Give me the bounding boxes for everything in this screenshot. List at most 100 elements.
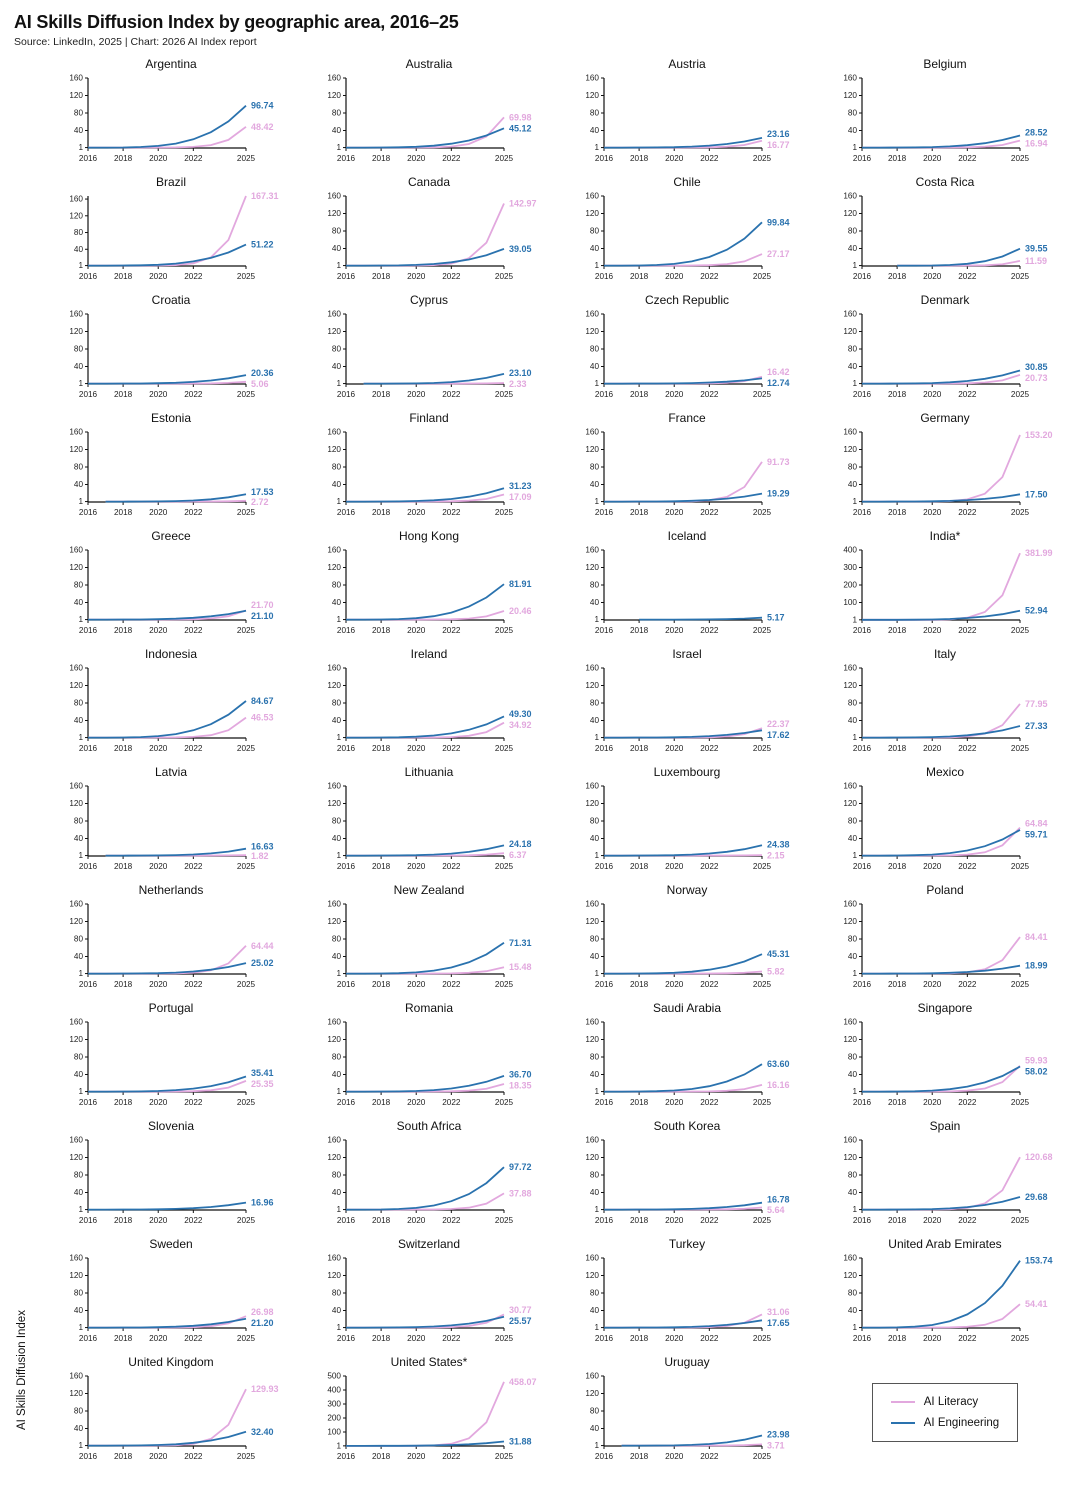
svg-text:40: 40 (848, 1188, 858, 1197)
svg-text:2020: 2020 (665, 272, 684, 281)
svg-text:2016: 2016 (853, 744, 872, 753)
panel-australia: Australia 1 40 80 120 160 2016 2018 2020 2022 202… (302, 56, 556, 172)
panel-title: Indonesia (144, 647, 198, 661)
panel-title: Greece (151, 529, 191, 543)
panel-title: Australia (405, 57, 453, 71)
svg-text:1: 1 (78, 1441, 83, 1450)
svg-text:2025: 2025 (753, 154, 772, 163)
svg-text:1: 1 (336, 615, 341, 624)
svg-text:160: 160 (843, 74, 857, 83)
svg-text:160: 160 (585, 900, 599, 909)
svg-text:2020: 2020 (923, 154, 942, 163)
svg-text:80: 80 (590, 935, 600, 944)
y-axis-ticks: 1 40 80 120 160 (69, 900, 88, 978)
axes (861, 1140, 1020, 1211)
engineering-line (346, 1075, 505, 1093)
chart-area: AI Skills Diffusion Index Argentina 1 40 8… (14, 56, 1072, 1470)
svg-text:40: 40 (848, 1306, 858, 1315)
engineering-value-label: 97.72 (509, 1162, 532, 1172)
x-axis-ticks: 2016 2018 2020 2022 2025 (79, 620, 256, 635)
svg-text:2022: 2022 (442, 508, 461, 517)
literacy-value-label: 381.99 (1025, 548, 1053, 558)
svg-text:2025: 2025 (495, 272, 514, 281)
svg-text:2025: 2025 (237, 508, 256, 517)
axes (87, 1022, 246, 1093)
literacy-line (862, 1156, 1021, 1211)
panel-south-korea: South Korea 1 40 80 120 160 2016 2018 2020 2022 2… (560, 1118, 814, 1234)
literacy-value-label: 129.93 (251, 1384, 279, 1394)
legend-item-literacy: AI Literacy (890, 1396, 999, 1408)
svg-text:2025: 2025 (1011, 980, 1030, 989)
panel-title: Chile (673, 175, 701, 189)
x-axis-ticks: 2016 2018 2020 2022 2025 (337, 620, 514, 635)
svg-text:2018: 2018 (372, 1098, 391, 1107)
engineering-line (346, 942, 505, 975)
svg-text:2022: 2022 (700, 626, 719, 635)
panel-south-africa: South Africa 1 40 80 120 160 2016 2018 2020 2022… (302, 1118, 556, 1234)
x-axis-ticks: 2016 2018 2020 2022 2025 (595, 856, 772, 871)
engineering-value-label: 58.02 (1025, 1067, 1048, 1077)
axes (345, 1140, 504, 1211)
literacy-value-label: 5.06 (251, 379, 269, 389)
x-axis-ticks: 2016 2018 2020 2022 2025 (595, 266, 772, 281)
literacy-value-label: 153.20 (1025, 430, 1053, 440)
svg-text:1: 1 (78, 261, 83, 270)
axes (861, 196, 1020, 267)
svg-text:2016: 2016 (595, 508, 614, 517)
x-axis-ticks: 2016 2018 2020 2022 2025 (337, 1446, 514, 1461)
svg-text:120: 120 (69, 1271, 83, 1280)
svg-text:1: 1 (336, 379, 341, 388)
svg-text:160: 160 (843, 1254, 857, 1263)
panel-new-zealand: New Zealand 1 40 80 120 160 2016 2018 2020 2022 2… (302, 882, 556, 998)
panel-plot: 1 40 80 120 160 2016 2018 2020 2022 2025 31.0617.6… (585, 1254, 789, 1343)
svg-text:2018: 2018 (888, 154, 907, 163)
svg-text:160: 160 (843, 192, 857, 201)
svg-text:1: 1 (852, 143, 857, 152)
svg-text:2020: 2020 (665, 1452, 684, 1461)
literacy-line (604, 461, 763, 503)
y-axis-ticks: 1 40 80 120 160 (327, 192, 346, 270)
panel-plot: 1 40 80 120 160 2016 2018 2020 2022 2025 21.7021.1… (69, 546, 274, 635)
panel-germany: Germany 1 40 80 120 160 2016 2018 2020 2022 2025 1… (818, 410, 1072, 526)
x-axis-ticks: 2016 2018 2020 2022 2025 (853, 148, 1030, 163)
literacy-value-label: 16.42 (767, 367, 790, 377)
engineering-line (604, 1063, 763, 1093)
panel-finland: Finland 1 40 80 120 160 2016 2018 2020 2022 2025 3… (302, 410, 556, 526)
svg-text:2018: 2018 (114, 626, 133, 635)
svg-text:40: 40 (332, 480, 342, 489)
svg-text:80: 80 (848, 463, 858, 472)
svg-text:2018: 2018 (630, 626, 649, 635)
panel-plot: 1 40 80 120 160 2016 2018 2020 2022 2025 97.72 37.8… (327, 1136, 532, 1225)
svg-text:40: 40 (74, 834, 84, 843)
svg-text:2016: 2016 (337, 390, 356, 399)
panel-title: Germany (920, 411, 970, 425)
engineering-value-label: 21.10 (251, 611, 274, 621)
svg-text:120: 120 (69, 1153, 83, 1162)
panel-title: Poland (926, 883, 964, 897)
svg-text:80: 80 (74, 228, 84, 237)
svg-text:2025: 2025 (237, 980, 256, 989)
svg-text:2020: 2020 (665, 1334, 684, 1343)
panel-united-states: United States* 1 100 200 300 400 500 2016 2018 2… (302, 1354, 556, 1470)
y-axis-ticks: 1 40 80 120 160 (843, 664, 862, 742)
engineering-value-label: 19.29 (767, 489, 790, 499)
svg-text:1: 1 (78, 615, 83, 624)
panel-cyprus: Cyprus 1 40 80 120 160 2016 2018 2020 2022 2025 23… (302, 292, 556, 408)
panel-saudi-arabia: Saudi Arabia 1 40 80 120 160 2016 2018 2020 2022… (560, 1000, 814, 1116)
y-axis-ticks: 1 40 80 120 160 (843, 1136, 862, 1214)
svg-text:2020: 2020 (407, 744, 426, 753)
panel-plot: 1 100 200 300 400 2016 2018 2020 2022 2025 381.99 5… (843, 546, 1053, 635)
svg-text:2016: 2016 (595, 744, 614, 753)
engineering-line (862, 1065, 1021, 1093)
svg-text:2016: 2016 (853, 508, 872, 517)
panel-title: Belgium (923, 57, 967, 71)
svg-text:2018: 2018 (114, 744, 133, 753)
svg-text:1: 1 (852, 379, 857, 388)
svg-text:120: 120 (327, 1035, 341, 1044)
svg-text:2022: 2022 (958, 626, 977, 635)
chart-subtitle: Source: LinkedIn, 2025 | Chart: 2026 AI … (14, 36, 257, 48)
svg-text:1: 1 (852, 969, 857, 978)
svg-text:40: 40 (74, 245, 84, 254)
svg-text:2018: 2018 (114, 272, 133, 281)
svg-text:160: 160 (843, 664, 857, 673)
